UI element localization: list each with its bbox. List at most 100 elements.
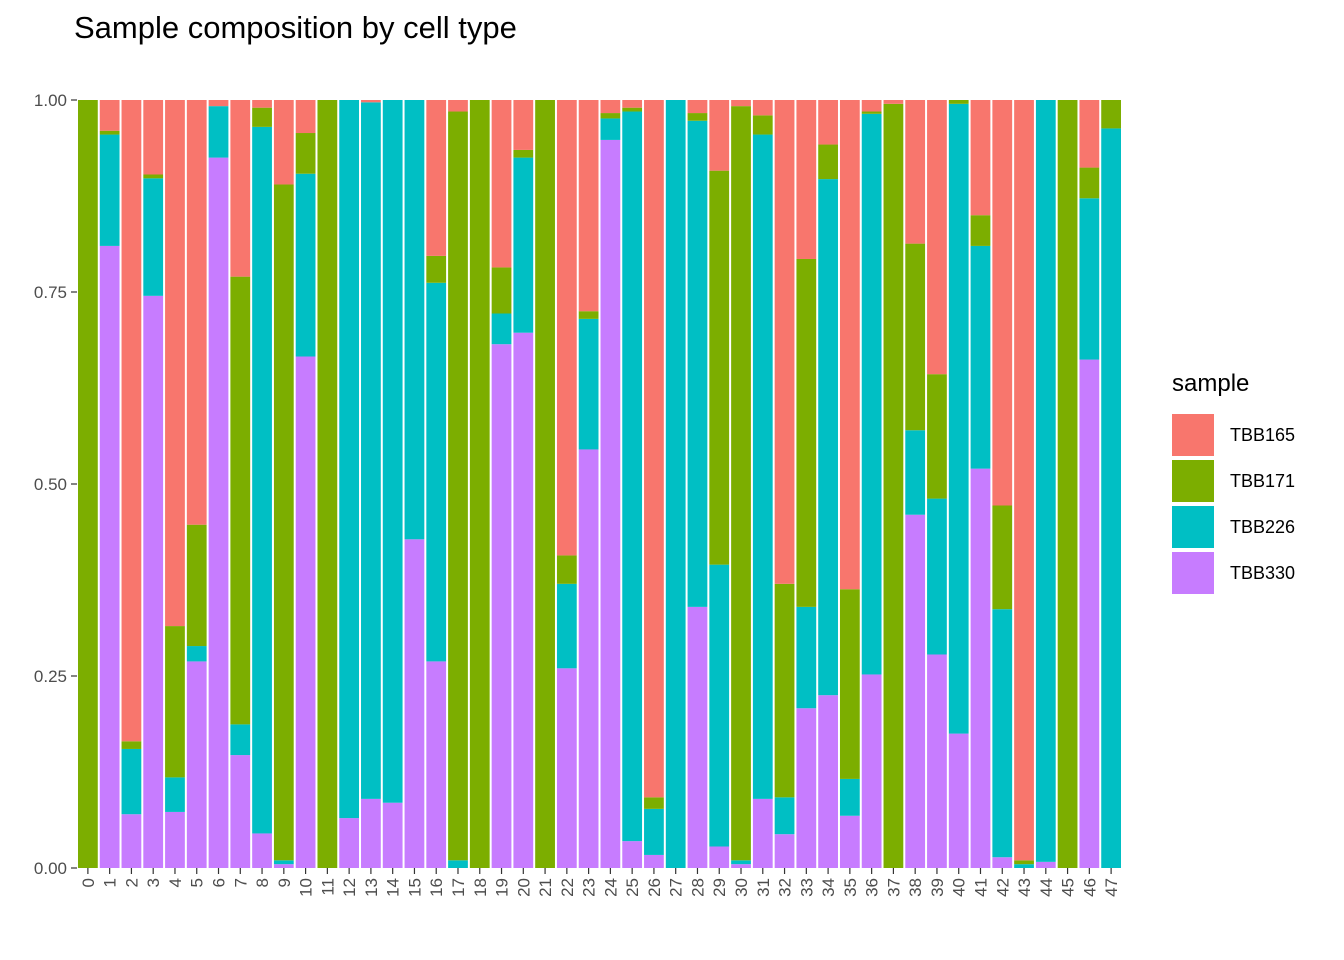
bar-25-TBB165 <box>622 100 643 108</box>
x-tick-label: 34 <box>819 878 838 897</box>
x-tick-label: 24 <box>601 878 620 897</box>
x-tick-label: 22 <box>558 878 577 897</box>
x-tick-label: 0 <box>79 878 98 887</box>
bar-19-TBB330 <box>491 344 512 869</box>
legend-items: TBB165 TBB171 TBB226 TBB330 <box>1172 412 1295 596</box>
bar-4-TBB171 <box>165 626 185 778</box>
bar-10-TBB330 <box>295 356 316 868</box>
bar-22-TBB226 <box>556 583 577 669</box>
bar-26-TBB226 <box>644 808 664 855</box>
bar-41-TBB226 <box>970 245 991 469</box>
bar-15-TBB330 <box>404 539 425 868</box>
bar-24-TBB171 <box>600 113 621 119</box>
bar-33-TBB330 <box>796 708 817 868</box>
bar-34-TBB226 <box>818 179 838 696</box>
bar-28-TBB165 <box>687 100 708 114</box>
bar-7-TBB226 <box>230 724 251 756</box>
x-tick-label: 17 <box>449 878 468 897</box>
bar-28-TBB171 <box>687 113 708 121</box>
bar-4-TBB165 <box>165 100 185 627</box>
x-tick-label: 46 <box>1080 878 1099 897</box>
bar-7-TBB165 <box>230 100 251 277</box>
bar-4-TBB330 <box>165 811 185 868</box>
bar-30-TBB226 <box>731 860 751 865</box>
bar-1-TBB171 <box>99 130 120 135</box>
x-tick-label: 41 <box>971 878 990 897</box>
bar-2-TBB330 <box>121 814 142 868</box>
bar-19-TBB226 <box>491 313 512 345</box>
bar-35-TBB171 <box>839 589 860 779</box>
bar-42-TBB165 <box>992 100 1013 506</box>
x-tick-label: 6 <box>210 878 229 887</box>
x-tick-label: 45 <box>1059 878 1078 897</box>
bar-22-TBB165 <box>556 100 577 556</box>
bar-5-TBB171 <box>186 524 207 647</box>
bar-42-TBB330 <box>992 857 1013 868</box>
bars-group <box>78 100 1121 869</box>
bar-46-TBB165 <box>1079 100 1100 168</box>
bar-5-TBB165 <box>186 100 207 525</box>
bar-9-TBB226 <box>273 860 294 865</box>
bar-35-TBB330 <box>839 815 860 868</box>
legend-key <box>1172 552 1214 594</box>
bar-4-TBB226 <box>165 777 185 812</box>
bar-12-TBB226 <box>339 100 360 819</box>
bar-2-TBB165 <box>121 100 142 742</box>
x-tick-label: 47 <box>1102 878 1121 897</box>
bar-24-TBB330 <box>600 139 621 868</box>
x-tick-label: 9 <box>275 878 294 887</box>
bar-35-TBB165 <box>839 100 860 590</box>
bar-34-TBB165 <box>818 100 838 145</box>
legend-item-TBB226: TBB226 <box>1172 504 1295 550</box>
x-tick-label: 19 <box>493 878 512 897</box>
bar-41-TBB330 <box>970 468 991 868</box>
bar-32-TBB171 <box>774 583 795 798</box>
bar-1-TBB226 <box>99 134 120 246</box>
y-tick-label: 0.25 <box>34 667 67 686</box>
bar-32-TBB226 <box>774 797 795 835</box>
bar-36-TBB165 <box>861 100 882 112</box>
bar-28-TBB226 <box>687 120 708 607</box>
legend: sample TBB165 TBB171 TBB226 TBB330 <box>1172 370 1295 596</box>
bar-36-TBB171 <box>861 111 882 114</box>
y-tick-label: 0.00 <box>34 859 67 878</box>
bar-8-TBB165 <box>252 100 272 108</box>
bar-33-TBB171 <box>796 258 817 607</box>
bar-19-TBB171 <box>491 267 512 314</box>
bar-17-TBB171 <box>448 111 468 861</box>
x-tick-label: 25 <box>623 878 642 897</box>
bar-0-TBB171 <box>78 100 98 868</box>
legend-label: TBB226 <box>1230 516 1296 537</box>
bar-8-TBB171 <box>252 107 272 127</box>
x-tick-label: 18 <box>471 878 490 897</box>
bar-23-TBB330 <box>578 449 599 868</box>
bar-16-TBB171 <box>426 255 447 283</box>
bar-43-TBB226 <box>1014 864 1034 868</box>
bar-12-TBB330 <box>339 818 360 868</box>
bar-38-TBB165 <box>905 100 926 244</box>
bar-38-TBB226 <box>905 430 926 515</box>
bar-44-TBB226 <box>1035 100 1056 862</box>
bar-14-TBB226 <box>382 100 403 803</box>
bar-41-TBB171 <box>970 215 991 246</box>
legend-item-TBB171: TBB171 <box>1172 458 1295 504</box>
bar-26-TBB171 <box>644 797 664 809</box>
bar-17-TBB165 <box>448 100 468 112</box>
bar-13-TBB226 <box>361 102 381 799</box>
bar-25-TBB226 <box>622 111 643 842</box>
bar-25-TBB171 <box>622 107 643 112</box>
bar-5-TBB330 <box>186 661 207 868</box>
x-tick-label: 40 <box>950 878 969 897</box>
bar-22-TBB171 <box>556 555 577 584</box>
bar-37-TBB171 <box>883 103 904 869</box>
bar-34-TBB330 <box>818 695 838 868</box>
x-tick-label: 27 <box>667 878 686 897</box>
bar-39-TBB226 <box>927 498 947 655</box>
bar-35-TBB226 <box>839 778 860 816</box>
bar-23-TBB165 <box>578 100 599 312</box>
x-tick-label: 33 <box>797 878 816 897</box>
x-tick-label: 15 <box>405 878 424 897</box>
x-tick-label: 5 <box>188 878 207 887</box>
x-tick-label: 10 <box>297 878 316 897</box>
